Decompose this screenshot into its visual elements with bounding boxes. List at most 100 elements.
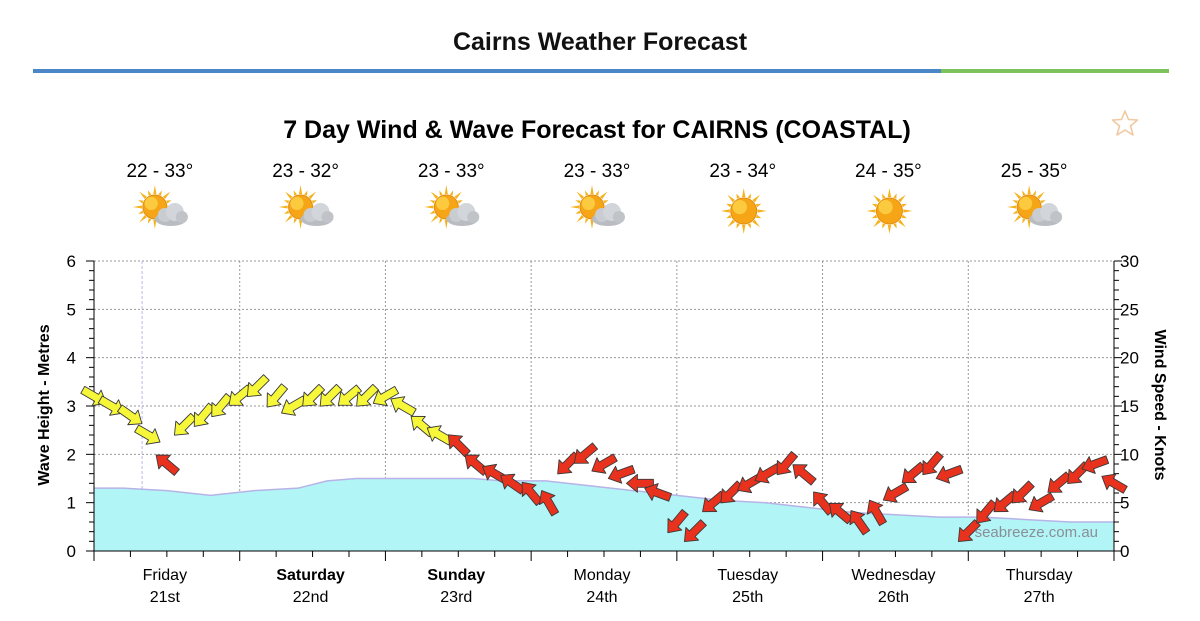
day-header-thursday: 25 - 35° <box>1001 161 1068 229</box>
wind-arrow <box>134 424 161 445</box>
sun-rays <box>720 188 767 234</box>
sun-rays <box>866 188 913 234</box>
sun-ray <box>882 193 886 199</box>
y-left-tick-label: 0 <box>67 542 76 561</box>
sun-ray <box>138 200 144 204</box>
wind-arrow <box>266 383 289 408</box>
wind-arrow <box>702 490 727 513</box>
wind-arrow <box>957 519 981 543</box>
sun-ray <box>595 190 599 196</box>
watermark: seabreeze.com.au <box>975 524 1098 541</box>
y-axis-left-label: Wave Height - Metres <box>36 324 53 485</box>
sun-ray <box>147 218 152 224</box>
sun-highlight <box>581 196 596 210</box>
sun-ray <box>424 205 434 209</box>
cloud-puff <box>321 211 334 223</box>
wind-arrows <box>80 374 1128 543</box>
sun-highlight <box>290 196 304 210</box>
sun-ray <box>585 218 589 224</box>
wind-arrow <box>625 473 654 493</box>
sun-ray <box>1013 191 1022 199</box>
sun-ray <box>755 214 762 219</box>
x-day-name: Sunday <box>427 567 485 584</box>
sun-ray <box>147 190 152 196</box>
sun-ray <box>590 219 594 229</box>
star-outline-icon[interactable] <box>1110 108 1140 138</box>
wind-arrow <box>882 482 910 503</box>
wind-arrow <box>993 490 1018 513</box>
partly-cloudy-icon <box>570 185 625 229</box>
sun-ray <box>1027 185 1031 195</box>
sun-ray <box>293 190 298 196</box>
sun-ray <box>887 188 892 198</box>
partly-cloudy-icon <box>132 185 188 229</box>
y-left-tick-label: 6 <box>67 252 76 271</box>
day-temp-range: 23 - 33° <box>418 161 485 182</box>
sun-ray <box>429 210 435 214</box>
wind-arrow <box>922 451 944 476</box>
sun-ray <box>1013 215 1022 223</box>
sun-ray <box>138 210 144 214</box>
wind-arrow <box>1047 471 1072 493</box>
sun-ray <box>166 200 172 204</box>
y-left-tick-label: 5 <box>67 300 76 319</box>
sun-ray <box>747 193 751 199</box>
wind-arrow <box>228 384 253 406</box>
wind-arrow <box>607 465 636 484</box>
sun-ray <box>901 214 907 219</box>
wind-arrow <box>667 509 689 534</box>
wind-arrow <box>901 461 926 484</box>
sun-ray <box>873 219 881 228</box>
y-left-tick-label: 3 <box>67 397 76 416</box>
day-header-monday: 23 - 33° <box>564 161 630 229</box>
sun-ray <box>444 185 448 195</box>
plot-area: 0 1 2 3 4 5 6 0 5 10 15 20 25 30 Friday 21st Saturday 22n… <box>67 252 1139 606</box>
sun-ray <box>590 185 594 195</box>
wind-arrow <box>557 451 581 475</box>
cloud-puff <box>175 211 188 223</box>
wind-arrow <box>337 384 362 406</box>
cloud <box>592 203 625 226</box>
x-day-date: 24th <box>586 589 617 606</box>
wind-arrow <box>644 483 672 502</box>
sun-highlight <box>1018 196 1033 210</box>
sun-ray <box>720 209 730 213</box>
x-day-name: Saturday <box>276 567 345 584</box>
x-day-label-thursday: Thursday 27th <box>1006 567 1073 606</box>
cloud-puff <box>1050 211 1063 223</box>
x-day-label-wednesday: Wednesday 26th <box>851 567 935 606</box>
y-left-tick-label: 1 <box>67 494 76 513</box>
sun-highlight <box>878 199 893 215</box>
sun-ray <box>430 215 439 223</box>
sun-ray <box>742 188 746 198</box>
wind-arrow <box>591 453 618 474</box>
sun-ray <box>576 215 584 223</box>
wind-arrow <box>281 395 308 416</box>
sun-ray <box>871 214 878 219</box>
sun-ray <box>444 219 448 229</box>
cloud-puff <box>467 211 480 223</box>
underline-green-segment <box>941 69 1169 73</box>
wind-arrow <box>211 393 233 418</box>
day-header-tuesday: 23 - 34° <box>709 161 776 234</box>
wind-arrow <box>173 412 197 436</box>
sun-ray <box>757 209 767 213</box>
x-day-label-tuesday: Tuesday 25th <box>717 567 778 606</box>
sun-ray <box>603 200 609 204</box>
sun-ray <box>162 191 171 199</box>
sun-ray <box>308 191 317 199</box>
wind-arrow <box>356 383 379 407</box>
sun-ray <box>726 214 732 219</box>
sun-ray <box>285 191 293 199</box>
wind-arrow <box>372 385 400 407</box>
cloud <box>300 203 334 226</box>
sun-ray <box>278 205 288 209</box>
x-day-date: 22nd <box>293 589 329 606</box>
sunny-icon <box>720 188 767 234</box>
x-day-label-friday: Friday 21st <box>143 567 187 606</box>
sun-ray <box>866 209 876 213</box>
wind-arrow <box>97 395 125 416</box>
wind-arrow <box>447 434 471 458</box>
wave-height-area <box>94 478 1114 551</box>
